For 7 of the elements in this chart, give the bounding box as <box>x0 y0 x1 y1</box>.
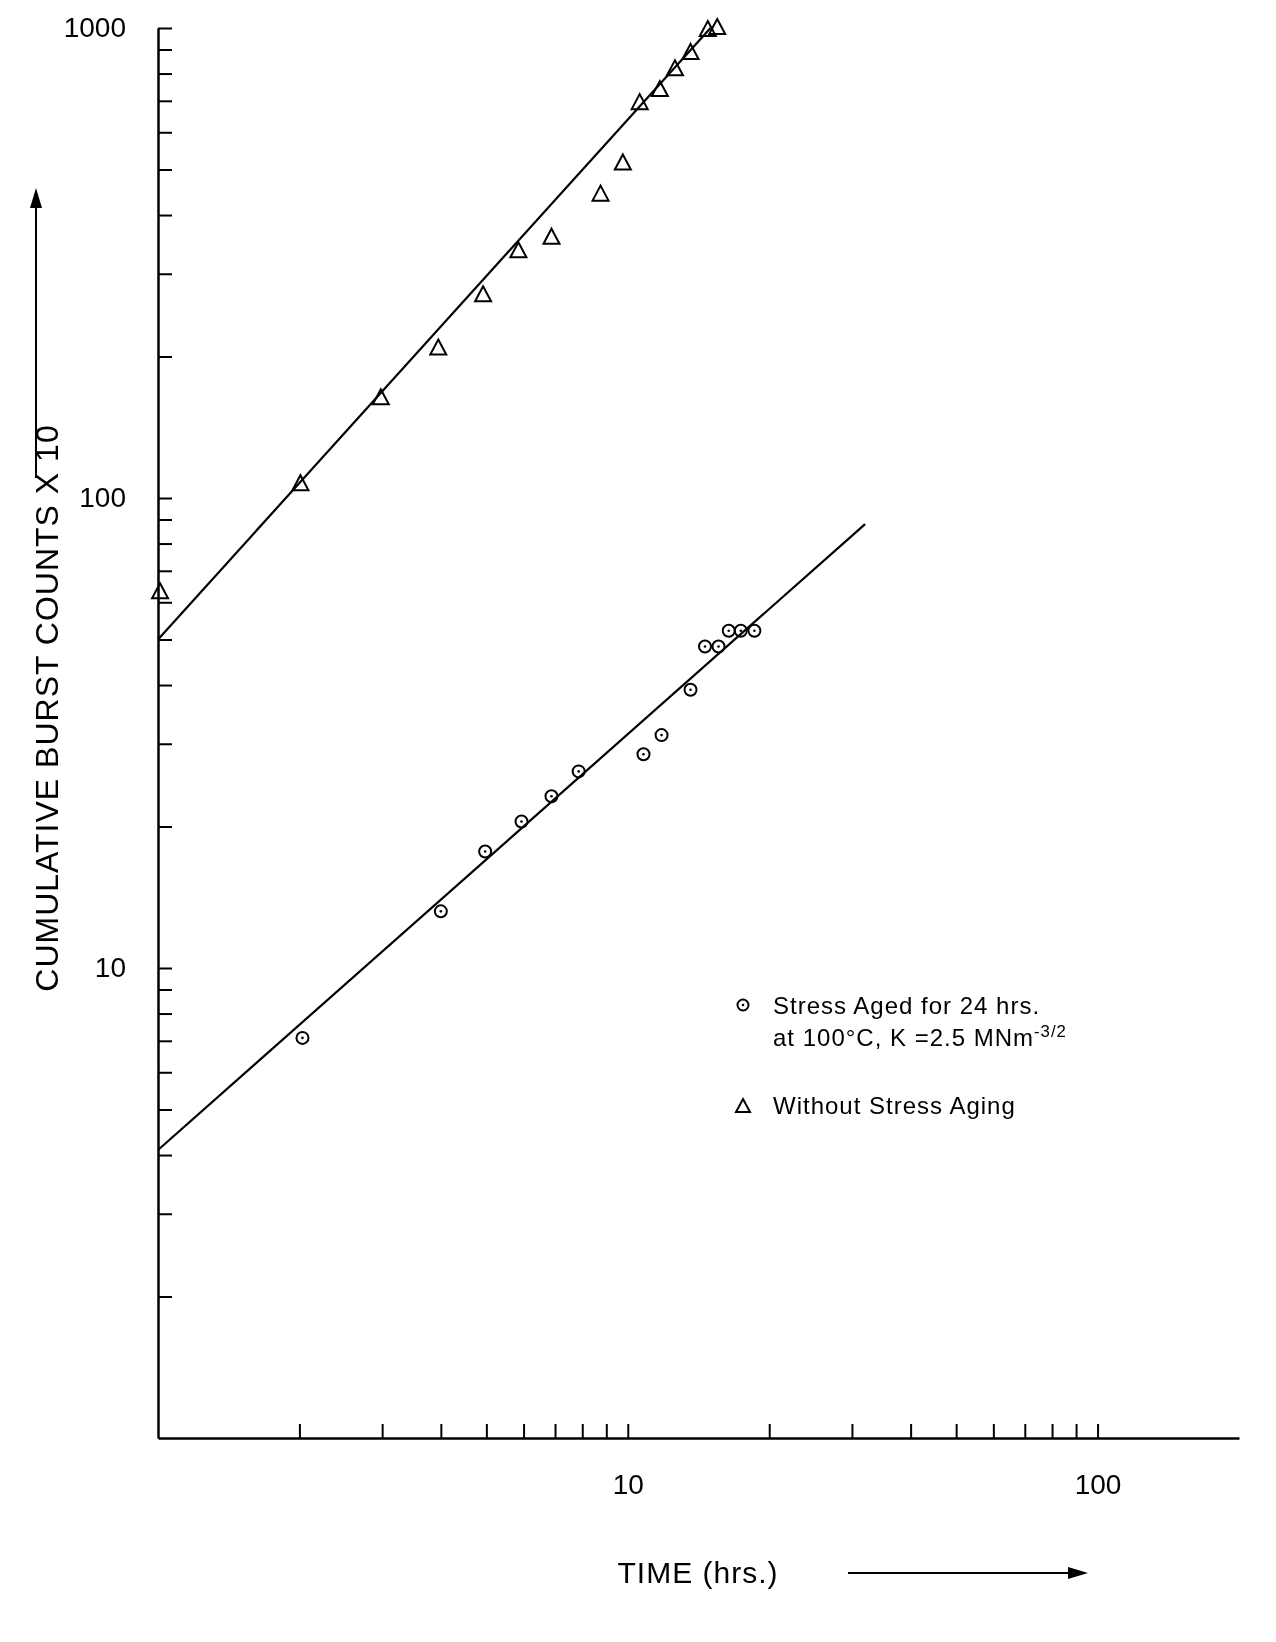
y-tick-label: 10 <box>94 952 126 984</box>
y-axis-title: CUMULATIVE BURST COUNTS X 10 <box>29 424 65 992</box>
y-tick-label: 100 <box>79 482 126 514</box>
legend-label: Stress Aged for 24 hrs. at 100°C, K =2.5 MNm$^{-3/2}$ <box>773 992 1067 1051</box>
x-axis-title: TIME (hrs.) <box>617 1556 779 1589</box>
legend-label: Without Stress Aging <box>773 1092 1016 1119</box>
y-tick-label: 1000 <box>63 12 126 44</box>
